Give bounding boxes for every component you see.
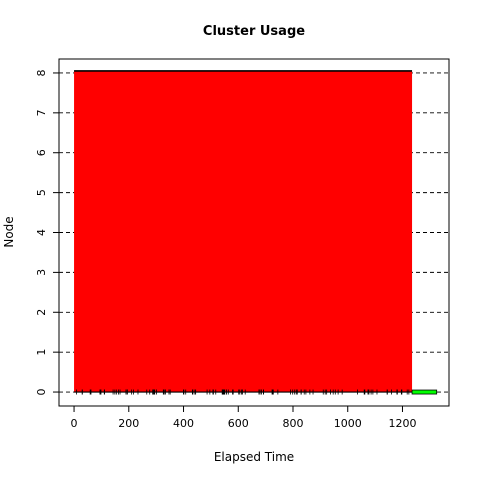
bar-red-0	[74, 70, 413, 393]
y-axis-label: Node	[2, 216, 16, 247]
y-tick-label-4: 4	[35, 229, 48, 236]
x-tick-label-1000: 1000	[334, 417, 362, 430]
event-marks	[74, 389, 413, 395]
x-tick-label-1200: 1200	[388, 417, 416, 430]
chart-title: Cluster Usage	[203, 24, 305, 39]
y-axis: 0 1 2 3 4 5 6 7 8	[35, 69, 59, 396]
bar-green-0	[411, 389, 438, 395]
x-tick-label-0: 0	[71, 417, 78, 430]
y-tick-label-7: 7	[35, 109, 48, 116]
bars	[74, 70, 438, 395]
y-tick-label-1: 1	[35, 349, 48, 356]
y-tick-label-5: 5	[35, 189, 48, 196]
y-tick-label-0: 0	[35, 389, 48, 396]
x-tick-label-200: 200	[118, 417, 139, 430]
y-tick-label-8: 8	[35, 69, 48, 76]
y-tick-label-2: 2	[35, 309, 48, 316]
x-tick-label-400: 400	[173, 417, 194, 430]
x-tick-label-800: 800	[283, 417, 304, 430]
y-tick-label-6: 6	[35, 149, 48, 156]
x-axis: 0 200 400 600 800 1000 1200	[71, 406, 416, 430]
x-tick-label-600: 600	[228, 417, 249, 430]
y-tick-label-3: 3	[35, 269, 48, 276]
x-axis-label: Elapsed Time	[214, 450, 294, 464]
